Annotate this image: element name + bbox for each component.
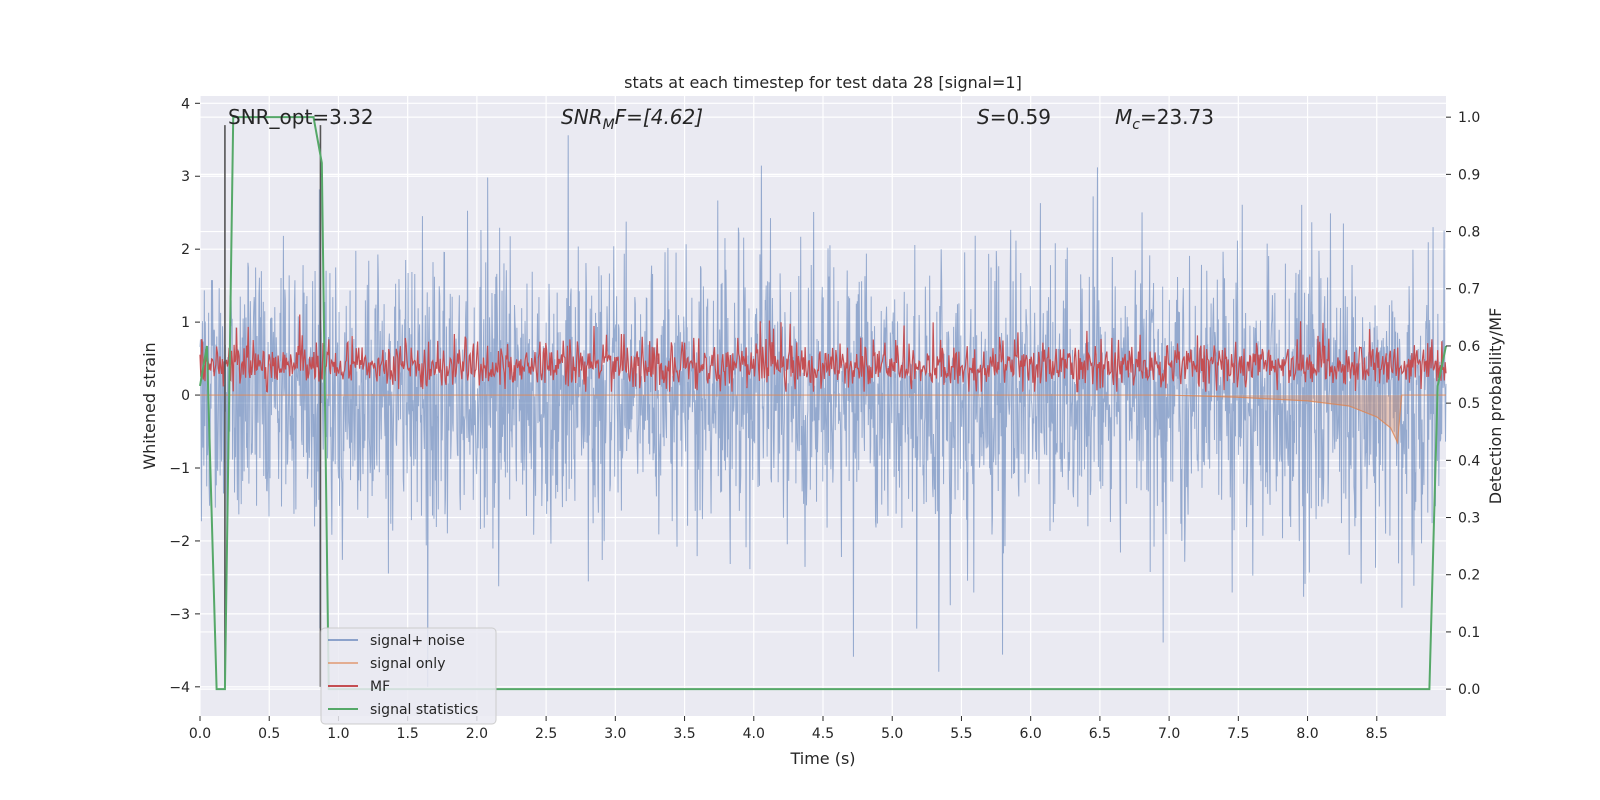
y-tick-label: 2 xyxy=(181,242,190,258)
y-right-tick-label: 0.5 xyxy=(1458,396,1480,412)
legend-label-signal-only: signal only xyxy=(370,656,445,672)
y-tick-label: 3 xyxy=(181,169,190,185)
x-tick-label: 3.0 xyxy=(604,726,626,742)
series-signal-noise xyxy=(199,135,1447,687)
legend-item-mf: MF xyxy=(328,679,390,695)
x-tick-label: 0.5 xyxy=(258,726,280,742)
ticks: 0.0 0.5 1.0 1.5 2.0 2.5 3.0 3.5 4.0 4.5 5.0 5.5 6.0 6… xyxy=(169,96,1480,742)
y-tick-label: −3 xyxy=(169,607,190,623)
x-tick-label: 2.5 xyxy=(535,726,557,742)
series-signal-statistics xyxy=(199,116,1447,691)
legend-label-mf: MF xyxy=(370,679,390,695)
series-mf xyxy=(199,314,1447,393)
x-tick-label: 1.0 xyxy=(327,726,349,742)
series-signal-only xyxy=(200,394,1446,445)
y-right-tick-label: 0.1 xyxy=(1458,625,1480,641)
legend-item-signal-only: signal only xyxy=(328,656,445,672)
y-right-tick-label: 0.7 xyxy=(1458,282,1480,298)
series-layer xyxy=(199,116,1447,691)
x-tick-label: 4.5 xyxy=(812,726,834,742)
x-tick-label: 0.0 xyxy=(189,726,211,742)
x-tick-label: 5.5 xyxy=(950,726,972,742)
x-tick-label: 8.0 xyxy=(1296,726,1318,742)
annotation-snr-opt: SNR_opt=3.32 xyxy=(228,105,374,129)
y-tick-label: −2 xyxy=(169,534,190,550)
x-tick-label: 1.5 xyxy=(397,726,419,742)
y-tick-label: 1 xyxy=(181,315,190,331)
x-tick-label: 7.5 xyxy=(1227,726,1249,742)
x-tick-label: 5.0 xyxy=(881,726,903,742)
x-tick-label: 3.5 xyxy=(673,726,695,742)
y-tick-label: −1 xyxy=(169,461,190,477)
annotation-mc: Mc=23.73 xyxy=(1115,105,1214,133)
legend-item-signal-noise: signal+ noise xyxy=(328,633,465,649)
x-tick-label: 2.0 xyxy=(466,726,488,742)
annotation-snr-mf: SNRMF=[4.62] xyxy=(561,105,703,133)
x-tick-label: 4.0 xyxy=(743,726,765,742)
y-axis-title-right: Detection probability/MF xyxy=(1486,308,1505,505)
x-axis-title: Time (s) xyxy=(789,749,855,768)
legend-label-signal-statistics: signal statistics xyxy=(370,702,478,718)
y-right-tick-label: 0.8 xyxy=(1458,225,1480,241)
y-right-tick-label: 0.4 xyxy=(1458,453,1480,469)
y-right-tick-label: 0.9 xyxy=(1458,167,1480,183)
y-right-tick-label: 1.0 xyxy=(1458,110,1480,126)
annotation-s: S=0.59 xyxy=(977,105,1051,129)
y-tick-label: 0 xyxy=(181,388,190,404)
chart-title: stats at each timestep for test data 28 … xyxy=(624,73,1022,92)
y-right-tick-label: 0.6 xyxy=(1458,339,1480,355)
x-tick-label: 6.5 xyxy=(1089,726,1111,742)
y-right-tick-label: 0.2 xyxy=(1458,568,1480,584)
y-tick-label: −4 xyxy=(169,680,190,696)
legend-label-signal-noise: signal+ noise xyxy=(370,633,465,649)
legend-item-signal-statistics: signal statistics xyxy=(328,702,478,718)
legend-box xyxy=(320,627,497,725)
y-tick-label: 4 xyxy=(181,96,190,112)
y-right-tick-label: 0.0 xyxy=(1458,682,1480,698)
x-tick-label: 7.0 xyxy=(1158,726,1180,742)
x-tick-label: 6.0 xyxy=(1020,726,1042,742)
x-tick-label: 8.5 xyxy=(1366,726,1388,742)
legend: signal+ noise signal only MF signal stat… xyxy=(320,627,497,725)
y-axis-title: Whitened strain xyxy=(140,342,159,469)
y-right-tick-label: 0.3 xyxy=(1458,511,1480,527)
